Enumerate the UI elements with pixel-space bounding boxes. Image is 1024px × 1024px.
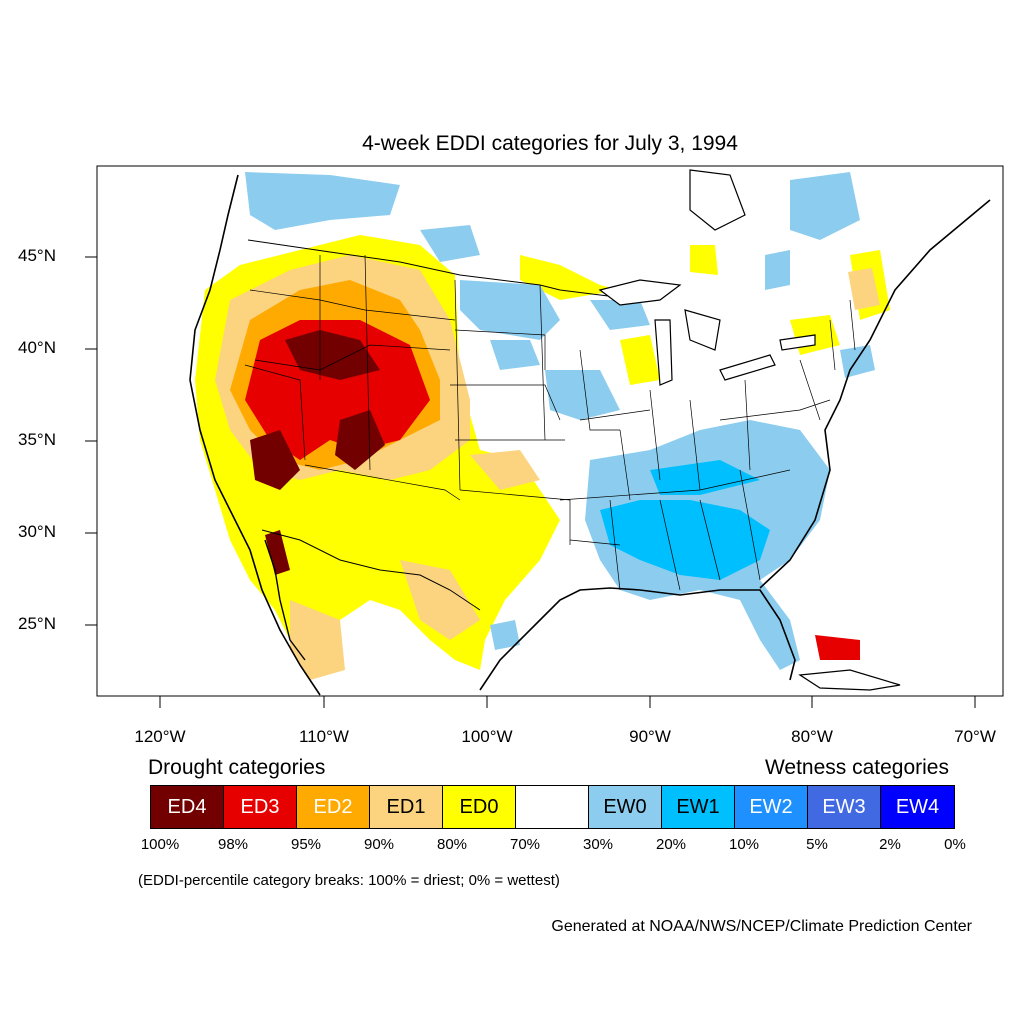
dry-patch-maine (848, 268, 880, 310)
wet-patch-tennessee (650, 460, 760, 495)
wet-core-southeast (600, 500, 770, 580)
legend-swatch-ed1: ED1 (370, 786, 443, 828)
break-label: 100% (140, 836, 180, 853)
legend-swatch-ew4: EW4 (881, 786, 954, 828)
wetness-heading: Wetness categories (764, 756, 949, 779)
wet-patch-canada-west (245, 172, 400, 230)
legend-swatch-ed3: ED3 (224, 786, 297, 828)
break-label: 90% (363, 836, 395, 853)
dry-patch-lake-superior (520, 255, 620, 300)
legend-swatch-ed2: ED2 (297, 786, 370, 828)
hudson-bay-outline (689, 169, 746, 231)
legend-bar: ED4 ED3 ED2 ED1 ED0 EW0 EW1 EW2 EW3 EW4 (150, 785, 955, 829)
dry-patch-mexico-coast (290, 600, 345, 680)
mexico-border (261, 529, 481, 611)
map-title: 4-week EDDI categories for July 3, 1994 (362, 132, 738, 155)
break-label: 30% (582, 836, 614, 853)
us-canada-border (247, 239, 641, 301)
legend-swatch-ew2: EW2 (735, 786, 808, 828)
break-label: 80% (436, 836, 468, 853)
dry-patch-bahamas (815, 635, 860, 660)
map-border (96, 165, 1004, 697)
lat-label-45: 45°N (18, 246, 56, 265)
lat-label-30: 30°N (18, 522, 56, 541)
lake-superior-outline (598, 279, 682, 306)
lon-label-110: 110°W (299, 727, 349, 746)
cuba-outline (798, 669, 901, 691)
lat-label-25: 25°N (18, 614, 56, 633)
wet-patch-canada-east (790, 172, 860, 240)
lake-ontario-outline (779, 334, 816, 351)
exceptional-dry-core-north (285, 330, 380, 380)
lon-label-100: 100°W (461, 727, 513, 746)
legend-swatch-ew1: EW1 (662, 786, 735, 828)
dry-patch-michigan (620, 335, 660, 385)
west-coast-outline (189, 174, 321, 696)
breaks-note: (EDDI-percentile category breaks: 100% =… (138, 872, 560, 889)
drought-heading: Drought categories (148, 756, 326, 779)
break-label: 0% (944, 836, 966, 853)
break-label: 70% (509, 836, 541, 853)
credit-note: Generated at NOAA/NWS/NCEP/Climate Predi… (551, 918, 972, 935)
dry-patch-ontario (690, 245, 718, 275)
state-boundaries (244, 254, 856, 591)
wet-patch-dakota (490, 340, 540, 370)
dry-patch-plains (470, 450, 540, 490)
wet-region-northern-plains (460, 280, 560, 340)
wet-patch-texas-coast (490, 620, 520, 650)
dry-patch-texas (400, 560, 480, 640)
extreme-dry-region (245, 320, 430, 460)
exceptional-dry-core-east (335, 410, 385, 470)
break-label: 98% (217, 836, 249, 853)
exceptional-dry-core-south (250, 430, 300, 490)
wet-patch-ontario (765, 250, 790, 290)
lake-huron-outline (684, 309, 721, 351)
lon-label-70: 70°W (954, 727, 996, 746)
lat-label-35: 35°N (18, 430, 56, 449)
lon-label-90: 90°W (629, 727, 671, 746)
legend-swatch-ew3: EW3 (808, 786, 881, 828)
wet-region-midwest (545, 370, 620, 420)
lake-michigan-outline (654, 319, 673, 386)
break-label: 5% (806, 836, 828, 853)
map-ticks (85, 256, 976, 708)
lon-label-120: 120°W (134, 727, 186, 746)
gulf-coast-outline (479, 587, 796, 691)
lat-label-40: 40°N (18, 338, 56, 357)
legend-swatch-ew0: EW0 (589, 786, 662, 828)
exceptional-dry-baja (265, 530, 290, 575)
break-label: 10% (728, 836, 760, 853)
break-label: 20% (655, 836, 687, 853)
break-label: 95% (290, 836, 322, 853)
wet-patch-new-england (840, 345, 875, 378)
wet-patch-minnesota (590, 300, 650, 330)
legend-swatch-neutral (516, 786, 589, 828)
break-label: 2% (879, 836, 901, 853)
legend-swatch-ed4: ED4 (151, 786, 224, 828)
baja-outline (264, 539, 306, 661)
lon-label-80: 80°W (791, 727, 833, 746)
wet-patch-canada-central (420, 225, 480, 262)
east-coast-outline (759, 199, 991, 589)
legend-swatch-ed0: ED0 (443, 786, 516, 828)
lake-erie-outline (719, 354, 776, 381)
